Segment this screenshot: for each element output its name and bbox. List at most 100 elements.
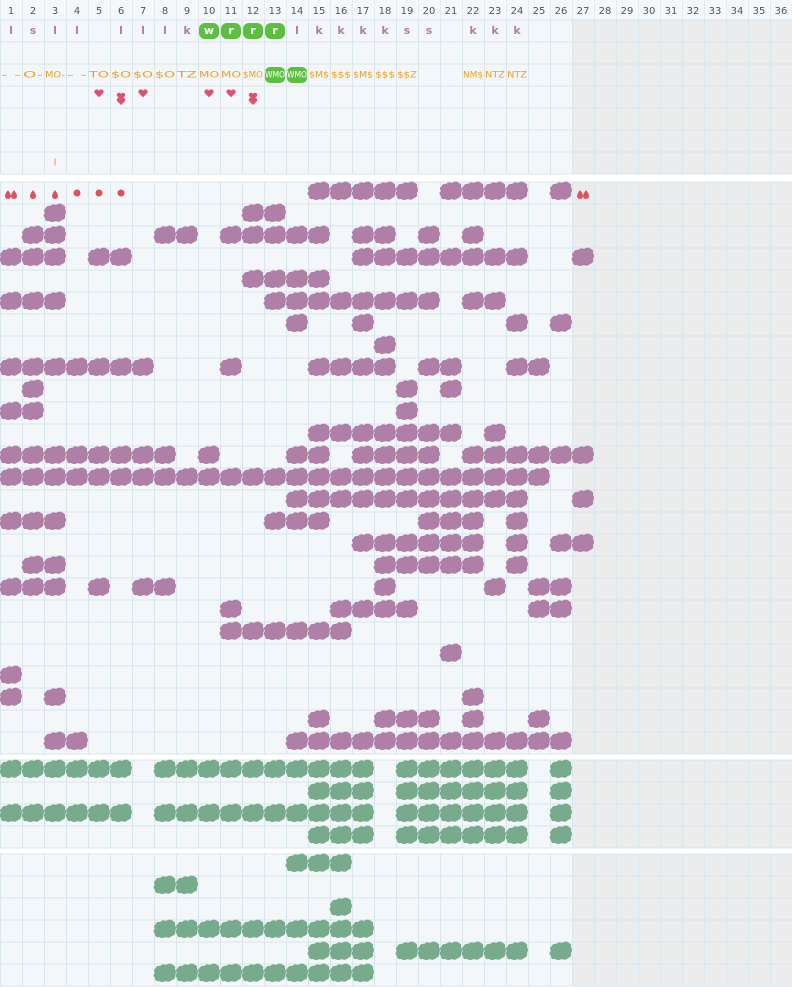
badge bbox=[221, 23, 241, 39]
code: $MO bbox=[243, 71, 263, 81]
task-block bbox=[0, 445, 22, 464]
code: $$$ bbox=[375, 71, 395, 81]
letter: k bbox=[315, 24, 323, 37]
letter: r bbox=[250, 24, 256, 37]
code: MO bbox=[221, 71, 241, 81]
code: $$Z bbox=[397, 71, 417, 81]
letter: s bbox=[404, 24, 411, 37]
task-block bbox=[0, 577, 22, 596]
letter: l bbox=[53, 24, 57, 37]
column-number: 8 bbox=[162, 6, 168, 17]
task-block bbox=[0, 759, 22, 778]
code: - - bbox=[67, 71, 87, 81]
column-number: 29 bbox=[621, 6, 634, 17]
column-number: 3 bbox=[52, 6, 58, 17]
letter: r bbox=[272, 24, 278, 37]
letter: k bbox=[337, 24, 345, 37]
letter: l bbox=[119, 24, 123, 37]
letter: k bbox=[491, 24, 499, 37]
task-block bbox=[0, 665, 22, 684]
letter: l bbox=[141, 24, 145, 37]
column-number: 28 bbox=[599, 6, 612, 17]
column-number: 27 bbox=[577, 6, 590, 17]
column-number: 35 bbox=[753, 6, 766, 17]
column-number: 4 bbox=[74, 6, 80, 17]
task-block bbox=[0, 687, 22, 706]
code: $O bbox=[111, 71, 131, 81]
column-number: 34 bbox=[731, 6, 744, 17]
letter: k bbox=[381, 24, 389, 37]
letter: s bbox=[426, 24, 433, 37]
dot-icon bbox=[117, 189, 125, 197]
code: MO- bbox=[45, 71, 65, 81]
code: NM$ bbox=[463, 71, 483, 81]
column-number: 9 bbox=[184, 6, 190, 17]
column-number: 26 bbox=[555, 6, 568, 17]
dot-icon bbox=[73, 189, 81, 197]
letter: k bbox=[359, 24, 367, 37]
code: $M$ bbox=[353, 71, 373, 81]
column-number: 5 bbox=[96, 6, 102, 17]
code: $M$ bbox=[309, 71, 329, 81]
column-number: 14 bbox=[291, 6, 304, 17]
badge bbox=[265, 23, 285, 39]
column-number: 25 bbox=[533, 6, 546, 17]
column-number: 10 bbox=[203, 6, 216, 17]
badge bbox=[287, 67, 307, 83]
letter: k bbox=[513, 24, 521, 37]
column-number: 18 bbox=[379, 6, 392, 17]
code: TZ bbox=[175, 71, 197, 81]
code: - - bbox=[1, 71, 21, 81]
column-number: 15 bbox=[313, 6, 326, 17]
task-block bbox=[0, 401, 22, 420]
letter: l bbox=[75, 24, 79, 37]
task-block bbox=[0, 803, 22, 822]
column-number: 36 bbox=[775, 6, 788, 17]
code: NTZ bbox=[507, 71, 527, 81]
task-block bbox=[0, 357, 22, 376]
letter: l bbox=[9, 24, 13, 37]
code: O- bbox=[23, 71, 43, 81]
column-number: 31 bbox=[665, 6, 678, 17]
task-block bbox=[0, 291, 22, 310]
code: TO bbox=[87, 71, 109, 81]
column-number: 24 bbox=[511, 6, 524, 17]
note: l bbox=[54, 159, 57, 169]
letter: l bbox=[163, 24, 167, 37]
column-number: 22 bbox=[467, 6, 480, 17]
column-number: 33 bbox=[709, 6, 722, 17]
code: $$$ bbox=[331, 71, 351, 81]
task-block bbox=[0, 467, 22, 486]
column-number: 30 bbox=[643, 6, 656, 17]
code: $O bbox=[155, 71, 175, 81]
column-number: 21 bbox=[445, 6, 458, 17]
letter: w bbox=[204, 24, 214, 37]
column-number: 17 bbox=[357, 6, 370, 17]
task-block bbox=[0, 247, 22, 266]
badge bbox=[265, 67, 285, 83]
code: WMO bbox=[287, 71, 307, 81]
column-number: 16 bbox=[335, 6, 348, 17]
column-number: 2 bbox=[30, 6, 36, 17]
column-number: 7 bbox=[140, 6, 146, 17]
code: WMO bbox=[265, 71, 285, 81]
letter: k bbox=[183, 24, 191, 37]
column-number: 20 bbox=[423, 6, 436, 17]
column-number: 6 bbox=[118, 6, 124, 17]
code: MO bbox=[199, 71, 219, 81]
column-number: 23 bbox=[489, 6, 502, 17]
column-number: 1 bbox=[8, 6, 14, 17]
column-number: 19 bbox=[401, 6, 414, 17]
badge bbox=[199, 23, 219, 39]
letter: r bbox=[228, 24, 234, 37]
column-number: 12 bbox=[247, 6, 260, 17]
letter: s bbox=[30, 24, 37, 37]
code: NTZ bbox=[485, 71, 505, 81]
letter: k bbox=[469, 24, 477, 37]
code: $O bbox=[133, 71, 153, 81]
badge bbox=[243, 23, 263, 39]
dot-icon bbox=[95, 189, 103, 197]
column-number: 13 bbox=[269, 6, 282, 17]
column-number: 11 bbox=[225, 6, 238, 17]
